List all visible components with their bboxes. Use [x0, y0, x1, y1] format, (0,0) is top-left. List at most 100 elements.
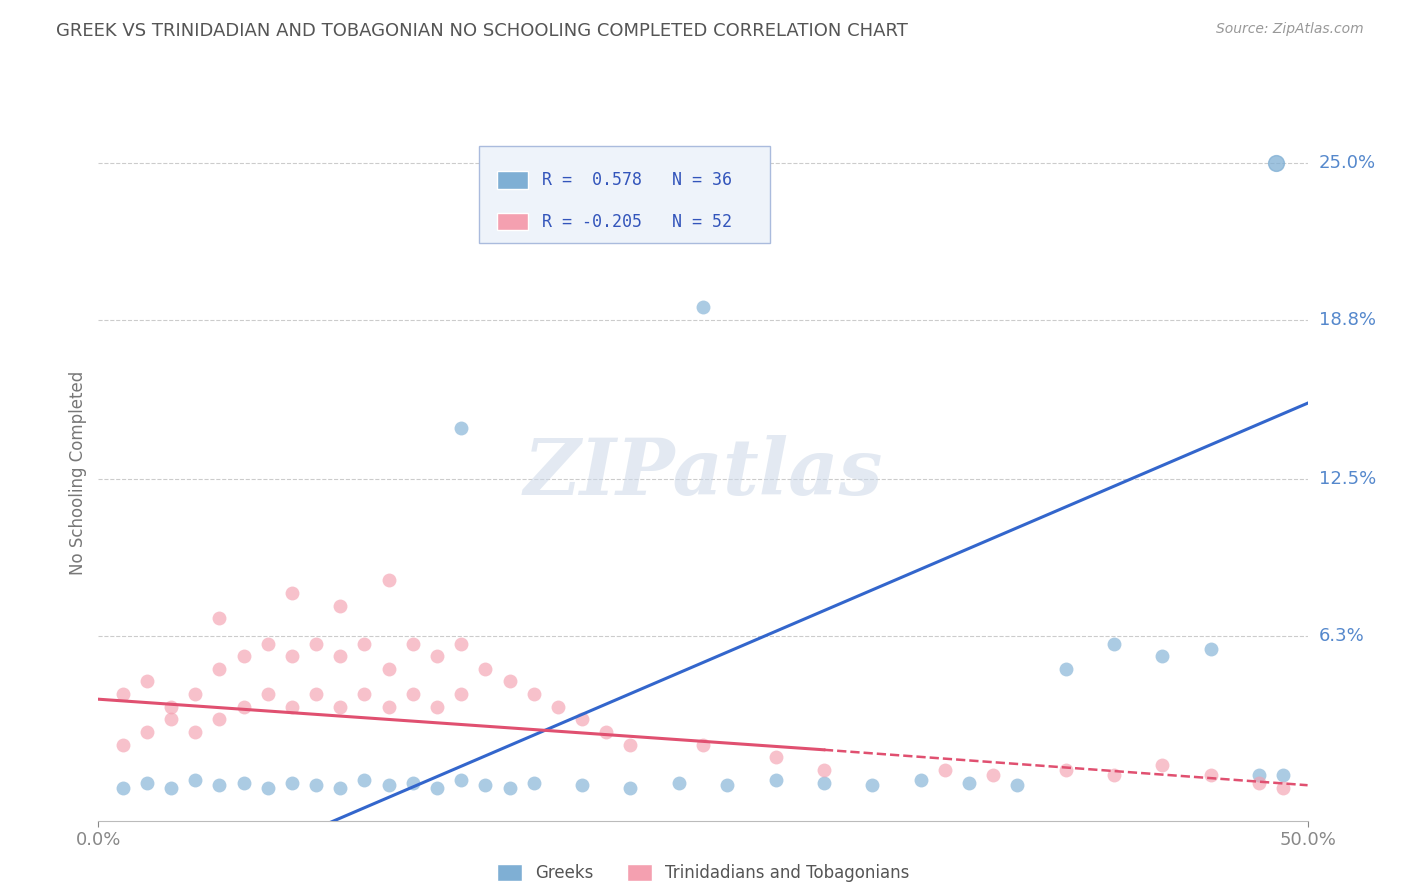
Point [402, 636, 425, 650]
Point [1249, 768, 1271, 782]
Point [860, 778, 883, 792]
Point [208, 713, 231, 727]
Point [256, 687, 278, 701]
Point [377, 574, 399, 588]
Point [1054, 662, 1077, 676]
Point [813, 775, 835, 789]
Point [450, 421, 472, 435]
Point [474, 662, 496, 676]
Point [353, 773, 375, 788]
Point [256, 636, 278, 650]
Point [135, 775, 157, 789]
Point [426, 649, 449, 664]
Point [668, 775, 690, 789]
Point [571, 778, 593, 792]
Point [765, 773, 787, 788]
Point [135, 725, 157, 739]
Point [692, 300, 714, 314]
Point [595, 725, 617, 739]
Point [450, 636, 472, 650]
Point [305, 687, 328, 701]
Point [377, 699, 399, 714]
Point [184, 773, 207, 788]
Point [450, 773, 472, 788]
Point [160, 699, 183, 714]
Point [934, 763, 956, 777]
Point [1152, 649, 1174, 664]
Point [716, 778, 738, 792]
Point [329, 649, 352, 664]
Text: Source: ZipAtlas.com: Source: ZipAtlas.com [1216, 22, 1364, 37]
Text: 6.3%: 6.3% [1319, 627, 1364, 645]
Point [329, 699, 352, 714]
Point [474, 778, 496, 792]
FancyBboxPatch shape [479, 145, 769, 244]
Point [160, 780, 183, 795]
Point [232, 699, 254, 714]
Point [571, 713, 593, 727]
Point [426, 699, 449, 714]
Point [450, 687, 472, 701]
Point [377, 662, 399, 676]
Point [1272, 768, 1295, 782]
Legend: Greeks, Trinidadians and Tobagonians: Greeks, Trinidadians and Tobagonians [489, 857, 917, 888]
Text: GREEK VS TRINIDADIAN AND TOBAGONIAN NO SCHOOLING COMPLETED CORRELATION CHART: GREEK VS TRINIDADIAN AND TOBAGONIAN NO S… [56, 22, 908, 40]
Point [1199, 768, 1222, 782]
Text: 18.8%: 18.8% [1319, 310, 1375, 328]
Point [281, 649, 304, 664]
Point [1102, 768, 1125, 782]
Point [281, 699, 304, 714]
Point [1007, 778, 1029, 792]
Point [329, 780, 352, 795]
Point [184, 725, 207, 739]
Point [208, 611, 231, 625]
Point [765, 750, 787, 764]
Point [523, 687, 546, 701]
Point [813, 763, 835, 777]
Bar [498, 213, 527, 230]
Point [1265, 156, 1288, 170]
Point [1054, 763, 1077, 777]
Point [353, 636, 375, 650]
Point [619, 738, 641, 752]
Point [981, 768, 1004, 782]
Point [426, 780, 449, 795]
Point [111, 687, 134, 701]
Point [305, 778, 328, 792]
Point [184, 687, 207, 701]
Point [619, 780, 641, 795]
Point [281, 586, 304, 600]
Point [232, 775, 254, 789]
Text: 12.5%: 12.5% [1319, 470, 1376, 488]
Point [135, 674, 157, 689]
Point [377, 778, 399, 792]
Text: R = -0.205   N = 52: R = -0.205 N = 52 [543, 212, 733, 231]
Point [208, 662, 231, 676]
Point [111, 780, 134, 795]
Text: ZIPatlas: ZIPatlas [523, 434, 883, 511]
Point [1249, 775, 1271, 789]
Point [256, 780, 278, 795]
Point [1199, 641, 1222, 656]
Point [957, 775, 980, 789]
Point [498, 780, 520, 795]
Bar [498, 171, 527, 188]
Point [329, 599, 352, 613]
Point [523, 775, 546, 789]
Point [281, 775, 304, 789]
Point [402, 687, 425, 701]
Point [232, 649, 254, 664]
Point [910, 773, 932, 788]
Text: R =  0.578   N = 36: R = 0.578 N = 36 [543, 171, 733, 189]
Point [1272, 780, 1295, 795]
Point [692, 738, 714, 752]
Point [1152, 758, 1174, 772]
Point [498, 674, 520, 689]
Point [305, 636, 328, 650]
Point [402, 775, 425, 789]
Point [208, 778, 231, 792]
Point [160, 713, 183, 727]
Text: 25.0%: 25.0% [1319, 153, 1376, 172]
Point [1102, 636, 1125, 650]
Point [353, 687, 375, 701]
